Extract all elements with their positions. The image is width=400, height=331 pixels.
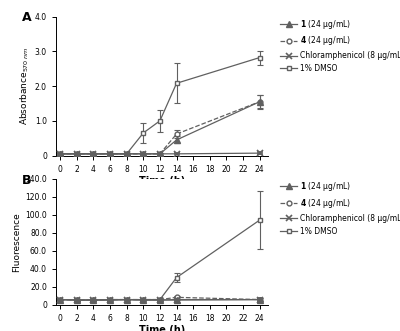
Y-axis label: Absorbance$_{570\ nm}$: Absorbance$_{570\ nm}$ [18, 47, 31, 125]
Y-axis label: Fluorescence: Fluorescence [12, 212, 21, 271]
X-axis label: Time (h): Time (h) [139, 325, 185, 331]
Legend: $\mathbf{1}$ (24 μg/mL), $\mathbf{4}$ (24 μg/mL), Chloramphenicol (8 μg/mL), 1% : $\mathbf{1}$ (24 μg/mL), $\mathbf{4}$ (2… [280, 18, 400, 73]
Legend: $\mathbf{1}$ (24 μg/mL), $\mathbf{4}$ (24 μg/mL), Chloramphenicol (8 μg/mL), 1% : $\mathbf{1}$ (24 μg/mL), $\mathbf{4}$ (2… [280, 180, 400, 235]
Text: A: A [22, 11, 32, 24]
Text: B: B [22, 174, 32, 187]
X-axis label: Time (h): Time (h) [139, 176, 185, 186]
